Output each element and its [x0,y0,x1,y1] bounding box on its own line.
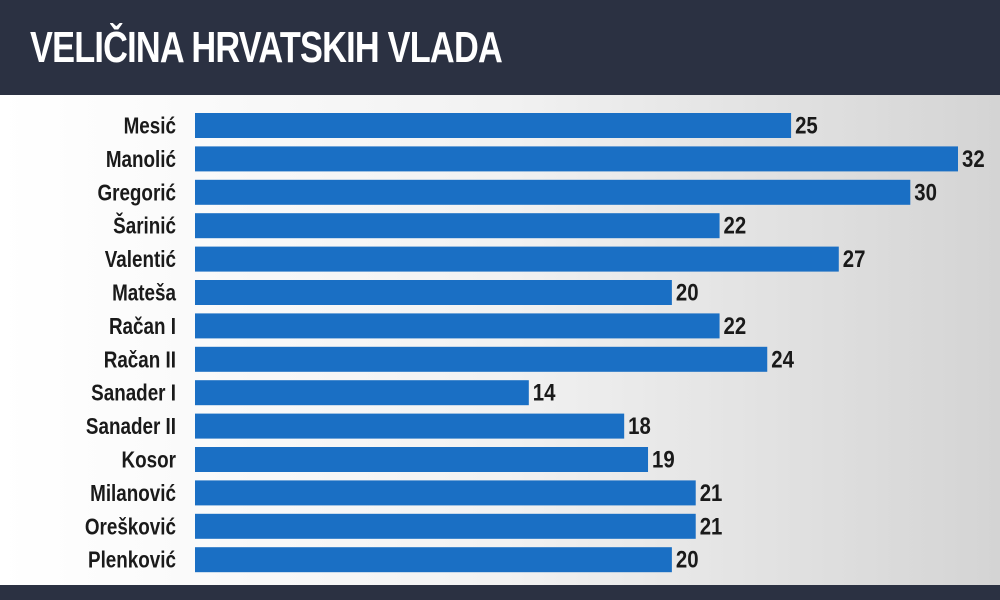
value-label: 20 [676,546,699,573]
value-label: 22 [724,212,747,239]
category-label: Milanović [90,481,176,506]
bar [195,113,792,138]
value-label: 18 [628,413,651,440]
value-label: 19 [652,446,675,473]
bar [195,280,672,305]
value-label: 21 [700,479,723,506]
value-label: 27 [843,246,866,273]
category-label: Račan I [109,314,176,339]
category-label: Kosor [122,448,176,473]
category-label: Mateša [112,281,176,306]
category-label: Sanader II [86,414,176,439]
header: VELIČINA HRVATSKIH VLADA [0,0,1000,95]
bar [195,513,696,539]
category-label: Sanader I [91,381,176,406]
value-label: 20 [676,279,699,306]
category-label: Mesić [124,114,177,139]
bar [195,246,839,272]
value-label: 24 [771,346,794,373]
bar [195,480,696,506]
chart-title: VELIČINA HRVATSKIH VLADA [30,23,503,72]
category-label: Manolić [106,147,176,172]
value-label: 14 [533,379,556,406]
value-label: 21 [700,513,723,540]
category-label: Šarinić [113,213,176,239]
bar [195,179,911,205]
bar [195,547,672,573]
bar [195,146,958,172]
category-label: Račan II [104,348,176,373]
bar [195,346,768,372]
footer-strip [0,585,1000,600]
category-label: Gregorić [97,181,176,206]
value-label: 30 [914,179,937,206]
bar [195,380,529,406]
bar [195,313,720,339]
value-label: 32 [962,145,985,172]
value-label: 22 [724,312,747,339]
bar [195,413,625,439]
category-label: Plenković [88,548,176,573]
value-label: 25 [795,112,818,139]
category-label: Valentić [105,247,177,272]
bar [195,213,720,239]
bar [195,447,649,472]
category-label: Orešković [85,515,176,540]
